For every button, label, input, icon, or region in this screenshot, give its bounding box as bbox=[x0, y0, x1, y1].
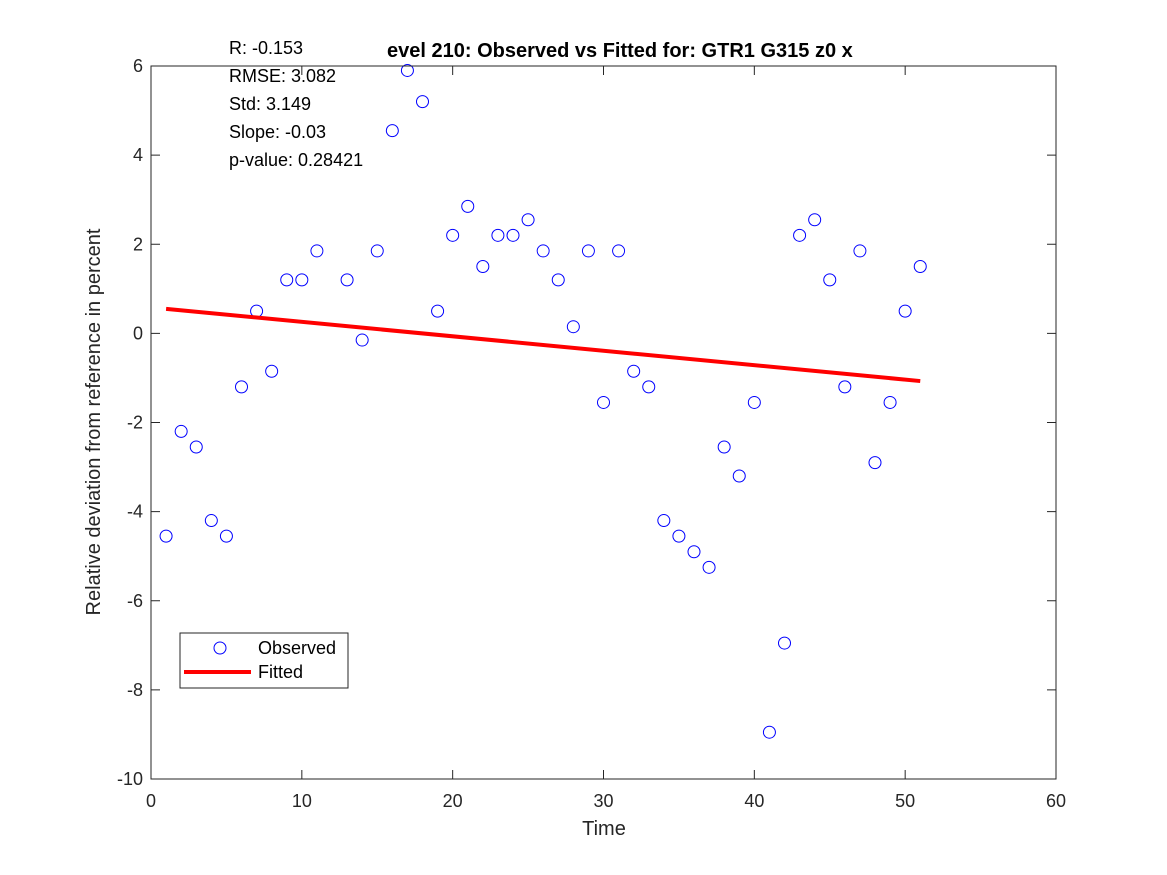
fitted-line bbox=[165, 306, 921, 384]
observed-point bbox=[717, 440, 731, 454]
observed-point bbox=[778, 636, 791, 650]
observed-point bbox=[385, 124, 399, 138]
x-tick-label: 60 bbox=[1046, 791, 1066, 811]
observed-point bbox=[672, 529, 686, 543]
observed-point bbox=[868, 456, 882, 470]
axes: 0 10 20 30 40 50 60 -10 -8 -6 -4 -2 0 2 4 6 bbox=[117, 56, 1066, 811]
observed-point bbox=[265, 364, 279, 378]
observed-point bbox=[793, 228, 807, 242]
observed-point bbox=[416, 95, 429, 109]
observed-point bbox=[732, 469, 746, 483]
observed-point bbox=[687, 545, 701, 559]
y-tick-label: -8 bbox=[127, 680, 143, 700]
y-axis-label: Relative deviation from reference in per… bbox=[83, 228, 105, 615]
observed-point bbox=[340, 273, 354, 287]
stat-line: RMSE: 3.082 bbox=[229, 66, 336, 86]
legend: Observed Fitted bbox=[179, 632, 349, 689]
observed-point bbox=[521, 213, 535, 227]
observed-point bbox=[551, 273, 565, 287]
x-tick-label: 10 bbox=[292, 791, 312, 811]
observed-point bbox=[762, 725, 776, 739]
observed-point bbox=[853, 244, 867, 258]
plot-area bbox=[159, 63, 927, 739]
observed-point bbox=[581, 244, 595, 258]
observed-point bbox=[808, 213, 822, 227]
legend-box bbox=[179, 632, 349, 689]
observed-point bbox=[627, 364, 641, 378]
observed-point bbox=[174, 424, 188, 438]
legend-fitted-label: Fitted bbox=[258, 662, 303, 682]
y-tick-label: -10 bbox=[117, 769, 143, 789]
observed-point bbox=[310, 244, 324, 258]
observed-point bbox=[355, 333, 369, 347]
observed-point bbox=[536, 244, 550, 258]
observed-point bbox=[204, 514, 218, 528]
observed-point bbox=[747, 395, 761, 409]
observed-point bbox=[446, 228, 460, 242]
x-tick-label: 50 bbox=[895, 791, 915, 811]
legend-observed-marker bbox=[213, 641, 227, 655]
y-tick-label: -4 bbox=[127, 502, 143, 522]
x-tick-label: 20 bbox=[443, 791, 463, 811]
observed-point bbox=[461, 199, 475, 213]
observed-point bbox=[476, 260, 490, 274]
observed-point bbox=[898, 304, 912, 318]
y-tick-label: -6 bbox=[127, 591, 143, 611]
stats-annotation: R: -0.153 RMSE: 3.082 Std: 3.149 Slope: -0.… bbox=[229, 38, 363, 170]
y-tick-label: -2 bbox=[127, 413, 143, 433]
observed-point bbox=[566, 320, 580, 334]
observed-point bbox=[280, 273, 294, 287]
observed-point bbox=[702, 560, 716, 574]
x-tick-label: 0 bbox=[146, 791, 156, 811]
observed-point bbox=[400, 63, 414, 77]
x-axis-label: Time bbox=[582, 818, 626, 840]
y-tick-label: 2 bbox=[133, 234, 143, 254]
observed-point bbox=[431, 304, 445, 318]
observed-point bbox=[883, 395, 897, 409]
stat-line: R: -0.153 bbox=[229, 38, 303, 58]
observed-point bbox=[159, 529, 173, 543]
observed-point bbox=[913, 260, 927, 274]
observed-point bbox=[597, 395, 610, 409]
stat-line: p-value: 0.28421 bbox=[229, 150, 363, 170]
observed-point bbox=[823, 273, 837, 287]
y-tick-label: 4 bbox=[133, 145, 143, 165]
observed-point bbox=[295, 273, 309, 287]
observed-point bbox=[506, 228, 520, 242]
observed-point bbox=[491, 228, 505, 242]
observed-point bbox=[189, 440, 203, 454]
observed-point bbox=[370, 244, 384, 258]
stat-line: Std: 3.149 bbox=[229, 94, 311, 114]
y-tick-label: 0 bbox=[133, 323, 143, 343]
observed-point bbox=[219, 529, 233, 543]
observed-point bbox=[657, 514, 671, 528]
observed-point bbox=[838, 380, 852, 394]
observed-point bbox=[235, 380, 248, 394]
y-tick-label: 6 bbox=[133, 56, 143, 76]
x-tick-label: 30 bbox=[593, 791, 613, 811]
legend-observed-label: Observed bbox=[258, 638, 336, 658]
chart-title: evel 210: Observed vs Fitted for: GTR1 G… bbox=[387, 40, 853, 62]
observed-point bbox=[642, 380, 656, 394]
stat-line: Slope: -0.03 bbox=[229, 122, 326, 142]
x-tick-label: 40 bbox=[744, 791, 764, 811]
observed-point bbox=[612, 244, 626, 258]
